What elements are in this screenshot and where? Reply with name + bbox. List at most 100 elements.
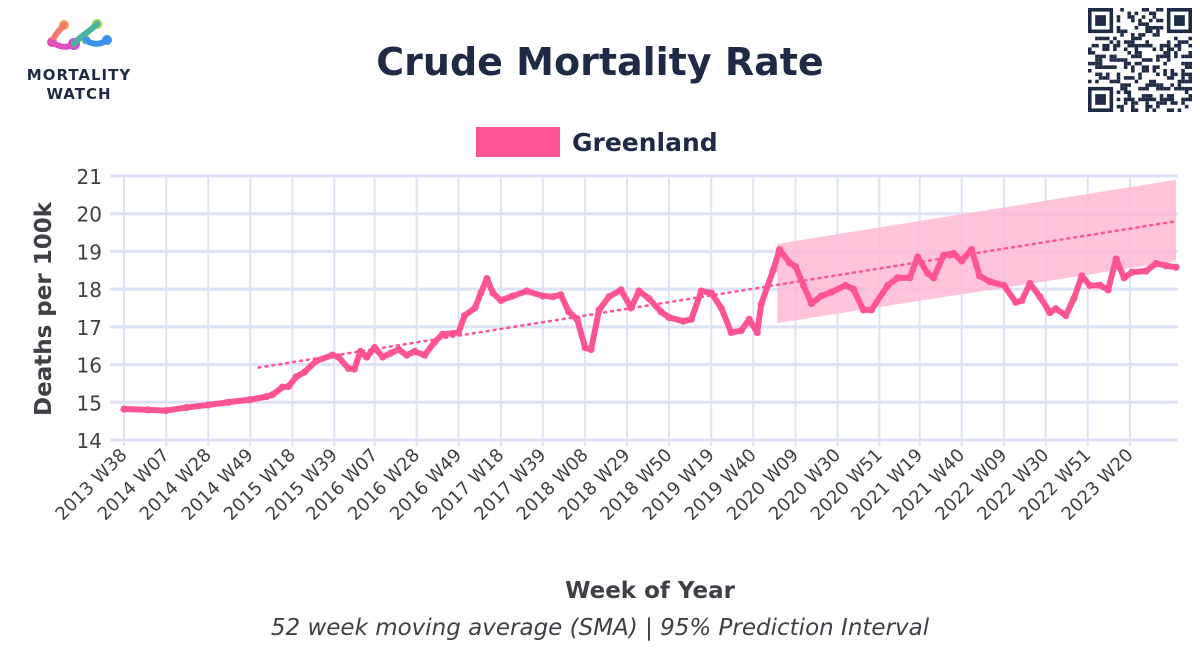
data-point bbox=[1086, 281, 1094, 289]
data-point bbox=[471, 304, 479, 312]
trend-line-layer bbox=[257, 220, 1178, 369]
data-point bbox=[924, 269, 932, 277]
data-point bbox=[1018, 296, 1026, 305]
data-point bbox=[605, 293, 613, 301]
data-point bbox=[284, 382, 293, 391]
data-point bbox=[769, 266, 777, 274]
data-point bbox=[687, 315, 695, 323]
data-point bbox=[549, 293, 557, 301]
data-point bbox=[350, 365, 358, 373]
data-point bbox=[986, 278, 994, 286]
data-point bbox=[1120, 274, 1128, 282]
data-point bbox=[497, 296, 505, 305]
data-point bbox=[1142, 267, 1150, 275]
data-point bbox=[1046, 308, 1054, 317]
data-point bbox=[1078, 272, 1086, 280]
data-point bbox=[120, 405, 128, 413]
data-point bbox=[363, 353, 371, 361]
y-tick-label: 19 bbox=[77, 240, 102, 264]
data-point bbox=[627, 304, 635, 312]
data-point bbox=[884, 281, 892, 289]
data-point bbox=[635, 287, 643, 295]
logo-wordmark: MORTALITY WATCH bbox=[14, 66, 144, 104]
data-point bbox=[958, 257, 966, 265]
mortality-watch-logo: MORTALITY WATCH bbox=[14, 18, 144, 110]
data-point bbox=[1070, 294, 1078, 303]
data-point bbox=[807, 299, 816, 308]
prediction-interval-layer bbox=[777, 179, 1176, 324]
data-point bbox=[182, 403, 190, 412]
data-point bbox=[1172, 263, 1180, 271]
data-point bbox=[1052, 305, 1060, 313]
data-point bbox=[421, 351, 429, 359]
data-point bbox=[431, 338, 439, 346]
trend-line bbox=[257, 220, 1178, 369]
data-point bbox=[371, 344, 379, 352]
data-point bbox=[162, 406, 170, 415]
data-point bbox=[799, 281, 808, 289]
data-point bbox=[344, 364, 352, 372]
data-point bbox=[587, 345, 595, 354]
logo-mark-icon bbox=[47, 19, 112, 50]
y-tick-label: 14 bbox=[77, 429, 102, 453]
data-point bbox=[679, 317, 687, 325]
y-axis-ticks: 14 15 16 17 18 19 20 21 bbox=[77, 165, 102, 453]
legend-swatch bbox=[476, 127, 560, 157]
data-point bbox=[817, 292, 826, 300]
data-point bbox=[717, 304, 725, 312]
data-point bbox=[573, 315, 581, 323]
data-point bbox=[665, 313, 673, 322]
data-point bbox=[775, 245, 784, 254]
y-tick-label: 17 bbox=[77, 316, 102, 340]
data-point bbox=[292, 373, 301, 381]
x-axis-label: Week of Year bbox=[565, 578, 735, 604]
data-point bbox=[940, 251, 948, 259]
data-point bbox=[906, 274, 914, 282]
data-point bbox=[523, 287, 531, 295]
data-point bbox=[395, 345, 403, 354]
data-point bbox=[262, 393, 271, 401]
data-point bbox=[300, 368, 309, 376]
data-point bbox=[757, 300, 765, 308]
data-point bbox=[1162, 262, 1170, 270]
series-layer bbox=[120, 245, 1180, 415]
y-tick-label: 20 bbox=[77, 203, 102, 227]
data-point bbox=[489, 289, 497, 297]
y-tick-label: 15 bbox=[77, 391, 102, 415]
data-point bbox=[841, 281, 850, 289]
data-point bbox=[727, 328, 735, 337]
data-point bbox=[312, 357, 321, 365]
data-point bbox=[460, 311, 469, 320]
qr-code-icon bbox=[1088, 8, 1192, 112]
data-point bbox=[403, 351, 411, 359]
y-tick-label: 16 bbox=[77, 354, 102, 378]
data-point bbox=[509, 292, 517, 300]
data-point bbox=[379, 353, 387, 361]
data-point bbox=[1112, 255, 1120, 263]
data-point bbox=[894, 274, 902, 282]
data-point bbox=[1128, 268, 1136, 276]
data-point bbox=[477, 289, 485, 297]
data-point bbox=[328, 351, 337, 359]
data-point bbox=[737, 327, 745, 335]
legend-label: Greenland bbox=[572, 127, 718, 157]
data-point bbox=[278, 383, 287, 391]
data-point bbox=[849, 285, 858, 293]
data-point bbox=[967, 245, 976, 254]
logo-text-line2: WATCH bbox=[46, 85, 112, 103]
chart-title: Crude Mortality Rate bbox=[376, 40, 824, 84]
data-point bbox=[268, 391, 277, 399]
data-point bbox=[827, 288, 836, 296]
data-point bbox=[791, 262, 800, 271]
y-tick-label: 18 bbox=[77, 278, 102, 302]
data-point bbox=[867, 306, 875, 314]
data-point bbox=[1096, 281, 1104, 289]
logo-text-line1: MORTALITY bbox=[26, 66, 132, 84]
data-point bbox=[438, 330, 447, 338]
data-point bbox=[595, 306, 603, 314]
chart-subtitle: 52 week moving average (SMA) | 95% Predi… bbox=[270, 615, 930, 641]
data-point bbox=[356, 347, 364, 355]
data-point bbox=[581, 344, 589, 352]
data-point bbox=[785, 259, 794, 267]
